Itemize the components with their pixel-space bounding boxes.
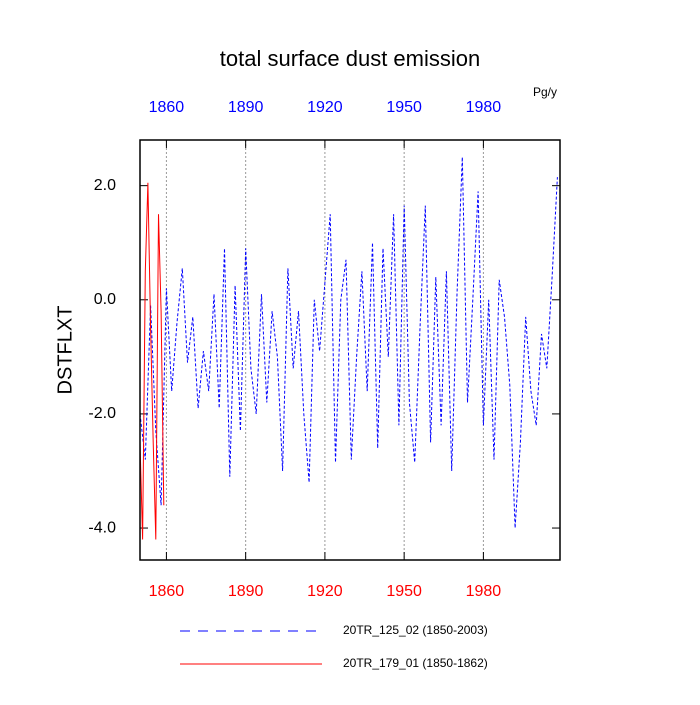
- x-tick-label-bottom: 1920: [307, 583, 343, 600]
- legend-label: 20TR_179_01 (1850-1862): [343, 656, 488, 670]
- x-tick-label-bottom: 1950: [386, 583, 422, 600]
- y-tick-label: -4.0: [88, 519, 116, 536]
- y-tick-label: -2.0: [88, 405, 116, 422]
- x-tick-label-bottom: 1860: [149, 583, 185, 600]
- plot-frame: [139, 139, 561, 561]
- x-tick-label-top: 1980: [466, 99, 502, 116]
- legend-label: 20TR_125_02 (1850-2003): [343, 623, 488, 637]
- y-tick-label: 2.0: [94, 177, 116, 194]
- x-tick-label-top: 1920: [307, 99, 343, 116]
- x-tick-label-top: 1890: [228, 99, 264, 116]
- series-line: [140, 157, 558, 529]
- x-tick-label-top: 1860: [149, 99, 185, 116]
- y-axis-label: DSTFLXT: [54, 306, 76, 395]
- y-tick-label: 0.0: [94, 291, 116, 308]
- units-label: Pg/y: [533, 85, 557, 99]
- x-tick-label-top: 1950: [386, 99, 422, 116]
- chart-title: total surface dust emission: [220, 46, 480, 71]
- x-tick-label-bottom: 1980: [466, 583, 502, 600]
- series-line: [140, 182, 165, 540]
- x-tick-label-bottom: 1890: [228, 583, 264, 600]
